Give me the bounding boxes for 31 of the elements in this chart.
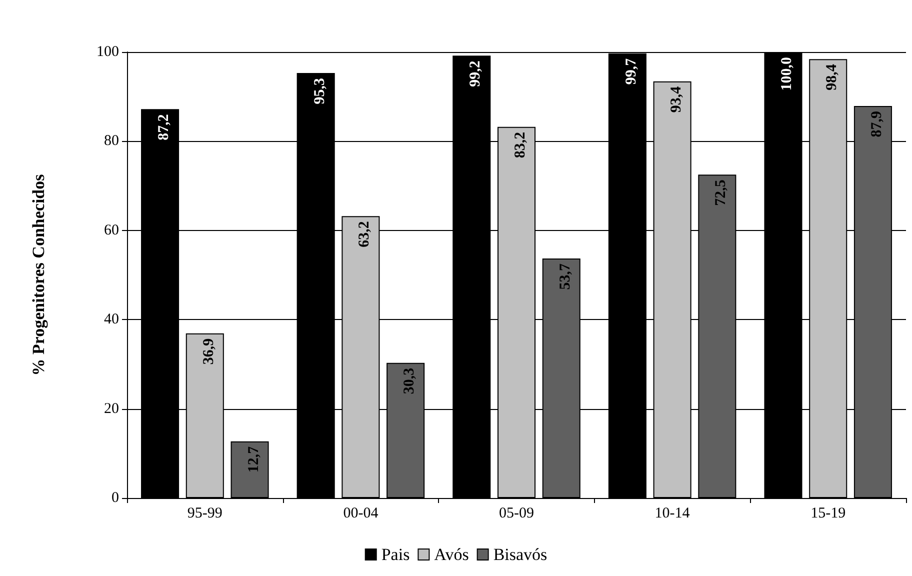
data-label: 83,2 [512, 132, 528, 158]
legend-label: Bisavós [493, 545, 548, 564]
data-label: 98,4 [824, 64, 840, 90]
data-label: 99,7 [623, 58, 640, 85]
data-label: 53,7 [557, 263, 574, 290]
data-label: 95,3 [312, 78, 328, 104]
data-label: 87,2 [156, 114, 172, 140]
y-tick-label: 100 [96, 44, 119, 60]
data-label: 30,3 [402, 368, 418, 394]
legend-label: Avós [434, 545, 469, 564]
data-label: 12,7 [246, 446, 262, 473]
y-tick-label: 20 [104, 400, 119, 417]
y-tick-label: 80 [104, 133, 119, 150]
x-tick-label: 95-99 [187, 506, 222, 522]
x-tick-label: 15-19 [810, 506, 846, 522]
y-tick-label: 0 [112, 490, 119, 506]
x-tick-label: 05-09 [499, 506, 534, 522]
data-label: 36,9 [200, 338, 217, 365]
y-tick-label: 60 [104, 222, 119, 238]
data-label: 93,4 [668, 86, 684, 113]
data-label: 100,0 [779, 57, 796, 91]
x-tick-label: 10-14 [654, 506, 690, 522]
data-label: 87,9 [868, 110, 885, 138]
y-axis-title: % Progenitores Conhecidos [29, 174, 48, 376]
data-label: 72,5 [713, 180, 730, 206]
y-tick-label: 40 [104, 312, 119, 328]
data-label: 63,2 [356, 221, 373, 248]
data-label: 99,2 [468, 60, 484, 87]
bar [230, 441, 269, 498]
legend-label: Pais [381, 545, 410, 564]
x-tick-label: 00-04 [343, 506, 379, 522]
